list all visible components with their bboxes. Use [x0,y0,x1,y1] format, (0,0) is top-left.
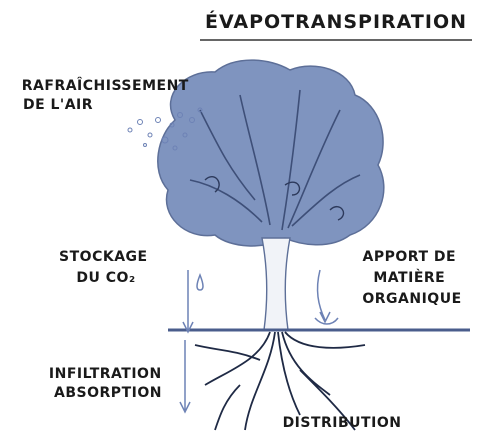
label-line: STOCKAGE [59,249,148,265]
label-line: MATIÈRE [373,269,445,286]
label: RAFRAÎCHISSEMENT DE L'AIR [22,77,194,113]
label: DISTRIBUTION [283,415,402,431]
label: APPORT DE MATIÈRE ORGANIQUE [362,249,461,307]
title: ÉVAPOTRANSPIRATION [205,10,467,33]
label-line: DE L'AIR [23,97,93,113]
label: INFILTRATION ABSORPTION [49,366,167,401]
trunk [262,238,290,330]
label-line: ORGANIQUE [362,291,461,307]
label-line: RAFRAÎCHISSEMENT [22,77,189,94]
water-arrows [180,270,338,412]
diagram: ÉVAPOTRANSPIRATION RAFRAÎCHISSEMENT DE L… [0,0,477,437]
label-line: DU CO₂ [76,270,135,286]
label-line: INFILTRATION [49,366,162,382]
label: STOCKAGE DU CO₂ [59,249,153,286]
label-line: DISTRIBUTION [283,415,402,431]
label-line: APPORT DE [363,249,457,265]
label-line: ABSORPTION [54,385,162,401]
